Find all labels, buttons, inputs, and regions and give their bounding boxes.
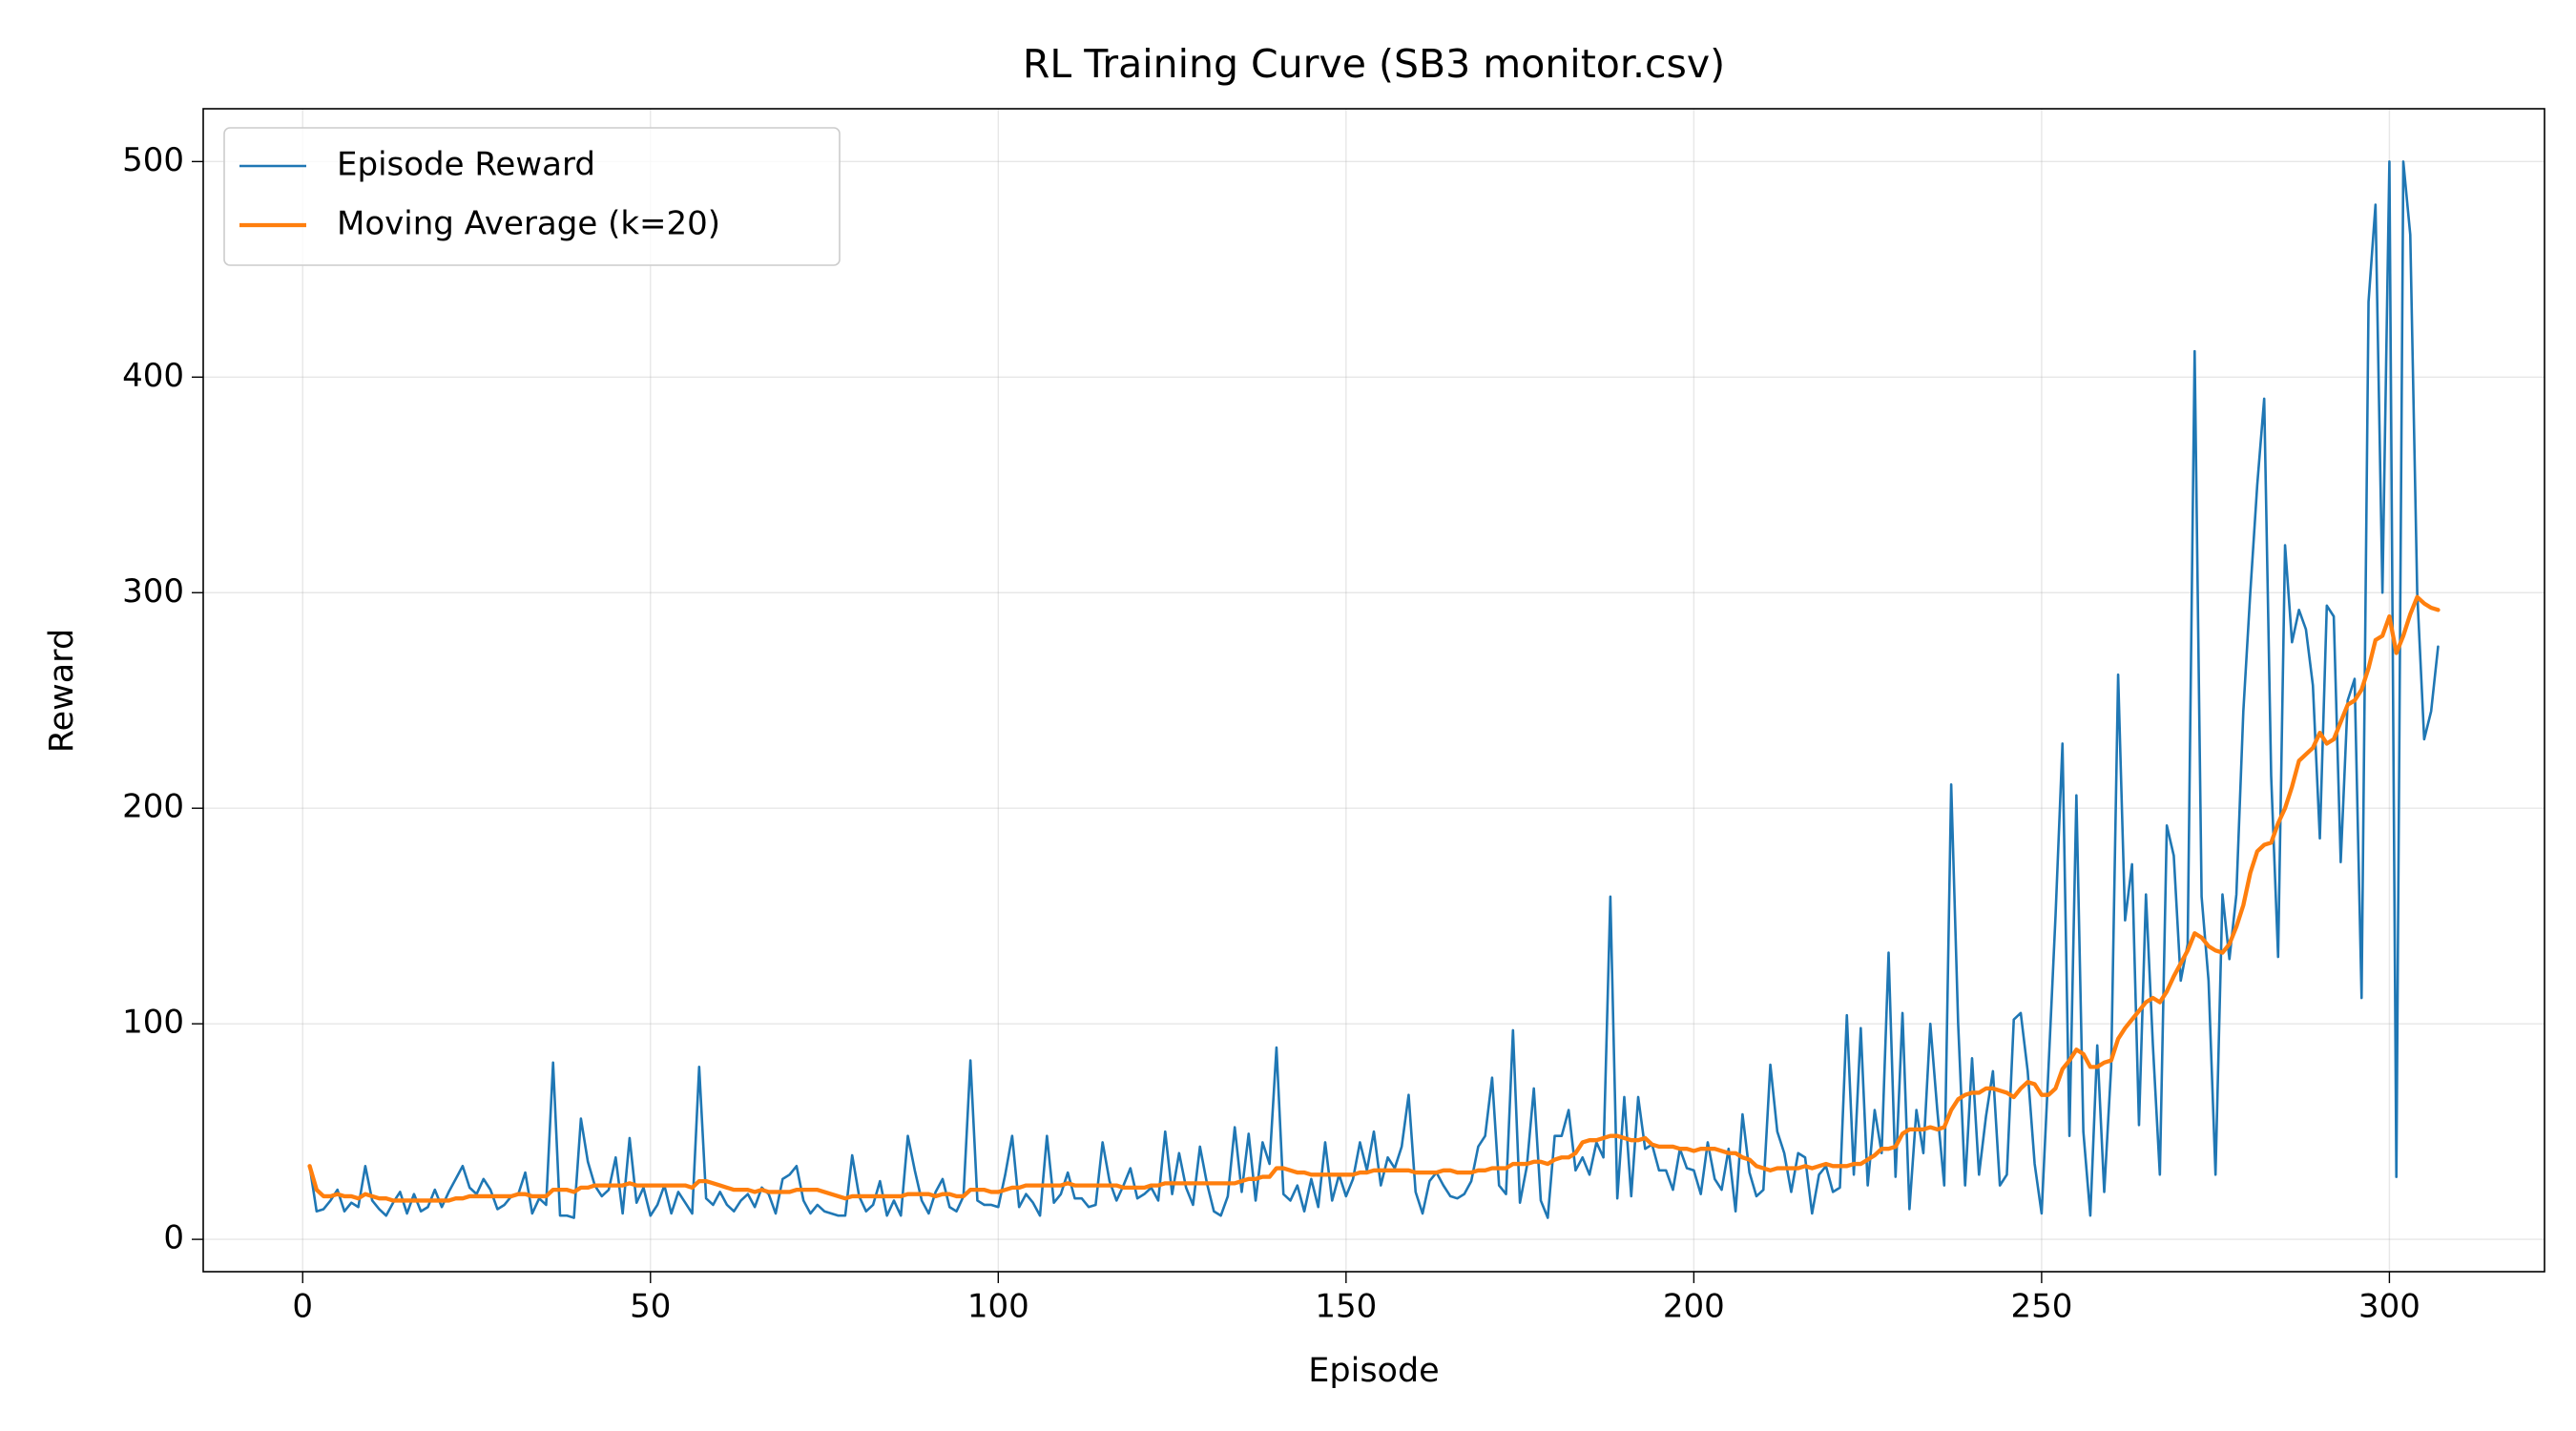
x-tick-label: 100 xyxy=(967,1288,1029,1326)
x-tick-label: 0 xyxy=(292,1288,313,1326)
chart-title: RL Training Curve (SB3 monitor.csv) xyxy=(1023,41,1725,87)
x-tick-label: 150 xyxy=(1315,1288,1377,1326)
y-tick-label: 300 xyxy=(122,572,184,611)
x-axis-label: Episode xyxy=(1308,1352,1439,1390)
x-tick-label: 250 xyxy=(2010,1288,2072,1326)
legend-label: Episode Reward xyxy=(337,146,595,184)
legend-box xyxy=(223,127,841,266)
x-tick-label: 50 xyxy=(630,1288,671,1326)
y-tick-label: 400 xyxy=(122,357,184,395)
x-tick-label: 300 xyxy=(2358,1288,2420,1326)
y-tick-label: 200 xyxy=(122,788,184,826)
legend-label: Moving Average (k=20) xyxy=(337,205,720,243)
plot-frame xyxy=(202,108,2545,1273)
x-tick-label: 200 xyxy=(1663,1288,1725,1326)
y-axis-label: Reward xyxy=(43,629,81,753)
y-tick-label: 100 xyxy=(122,1004,184,1042)
series-line xyxy=(307,594,2441,1203)
y-tick-label: 500 xyxy=(122,141,184,179)
y-tick-label: 0 xyxy=(163,1219,184,1257)
